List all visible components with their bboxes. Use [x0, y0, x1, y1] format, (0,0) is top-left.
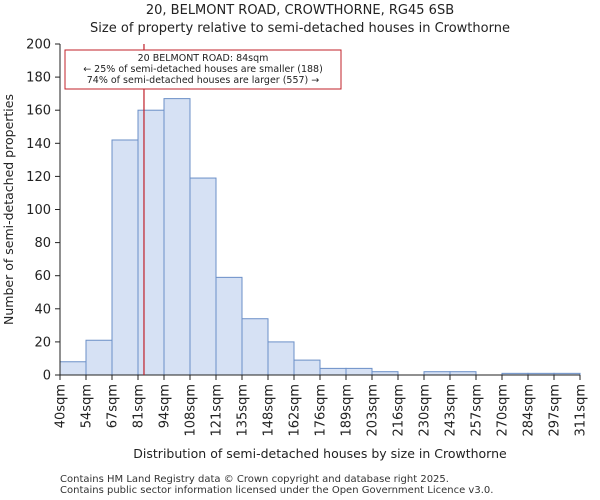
y-tick-label: 40 — [34, 302, 51, 317]
bars-group — [59, 98, 581, 376]
y-tick-label: 180 — [26, 71, 51, 86]
annotation-line-3: 74% of semi-detached houses are larger (… — [87, 75, 320, 86]
x-tick-label: 257sqm — [470, 384, 485, 437]
y-tick-label: 200 — [26, 38, 51, 53]
x-tick-label: 148sqm — [262, 384, 277, 437]
y-tick-label: 160 — [26, 104, 51, 119]
bar-189sqm — [345, 367, 373, 376]
x-tick-label: 230sqm — [418, 384, 433, 437]
x-tick-label: 108sqm — [184, 384, 199, 437]
x-tick-label: 121sqm — [210, 384, 225, 437]
bar-135sqm — [241, 318, 269, 376]
x-tick-label: 284sqm — [522, 384, 537, 437]
y-tick-label: 120 — [26, 170, 51, 185]
y-tick-label: 100 — [26, 203, 51, 218]
chart-subtitle: Size of property relative to semi-detach… — [90, 21, 510, 36]
x-tick-label: 311sqm — [574, 384, 589, 437]
y-tick-label: 20 — [34, 335, 51, 350]
bar-81sqm — [137, 109, 165, 376]
x-tick-label: 189sqm — [340, 384, 355, 437]
bar-67sqm — [111, 139, 139, 376]
x-tick-label: 94sqm — [158, 384, 173, 428]
chart-title: 20, BELMONT ROAD, CROWTHORNE, RG45 6SB — [145, 3, 455, 18]
bar-162sqm — [293, 359, 321, 376]
bar-94sqm — [163, 98, 191, 376]
y-tick-label: 60 — [34, 269, 51, 284]
x-tick-label: 40sqm — [54, 384, 69, 428]
footer-line-1: Contains HM Land Registry data © Crown c… — [60, 474, 449, 485]
y-axis-label: Number of semi-detached properties — [1, 94, 16, 325]
x-tick-label: 203sqm — [366, 384, 381, 437]
x-tick-label: 270sqm — [496, 384, 511, 437]
bar-40sqm — [59, 361, 87, 376]
bar-176sqm — [319, 367, 347, 376]
annotation-box — [64, 49, 342, 90]
x-tick-label: 297sqm — [548, 384, 563, 437]
x-tick-label: 162sqm — [288, 384, 303, 437]
x-tick-label: 243sqm — [444, 384, 459, 437]
bar-54sqm — [85, 339, 113, 376]
y-tick-label: 140 — [26, 137, 51, 152]
x-axis-label: Distribution of semi-detached houses by … — [133, 446, 507, 461]
y-tick-label: 0 — [43, 369, 51, 384]
annotation-line-2: ← 25% of semi-detached houses are smalle… — [83, 64, 323, 75]
x-tick-label: 176sqm — [314, 384, 329, 437]
y-axis-ticks: 0 20 40 60 80 100 120 140 160 180 200 — [26, 38, 60, 384]
bar-148sqm — [267, 341, 295, 376]
footer-line-2: Contains public sector information licen… — [60, 485, 494, 496]
y-tick-label: 80 — [34, 236, 51, 251]
x-tick-label: 54sqm — [80, 384, 95, 428]
x-tick-label: 216sqm — [392, 384, 407, 437]
bar-121sqm — [215, 276, 243, 376]
x-tick-label: 67sqm — [106, 384, 121, 428]
x-tick-label: 81sqm — [132, 384, 147, 428]
x-tick-label: 135sqm — [236, 384, 251, 437]
x-axis-ticks: 40sqm 54sqm 67sqm 81sqm 94sqm 108sqm 121sqm 135… — [54, 375, 589, 437]
bar-108sqm — [189, 177, 217, 376]
annotation-line-1: 20 BELMONT ROAD: 84sqm — [138, 53, 269, 64]
